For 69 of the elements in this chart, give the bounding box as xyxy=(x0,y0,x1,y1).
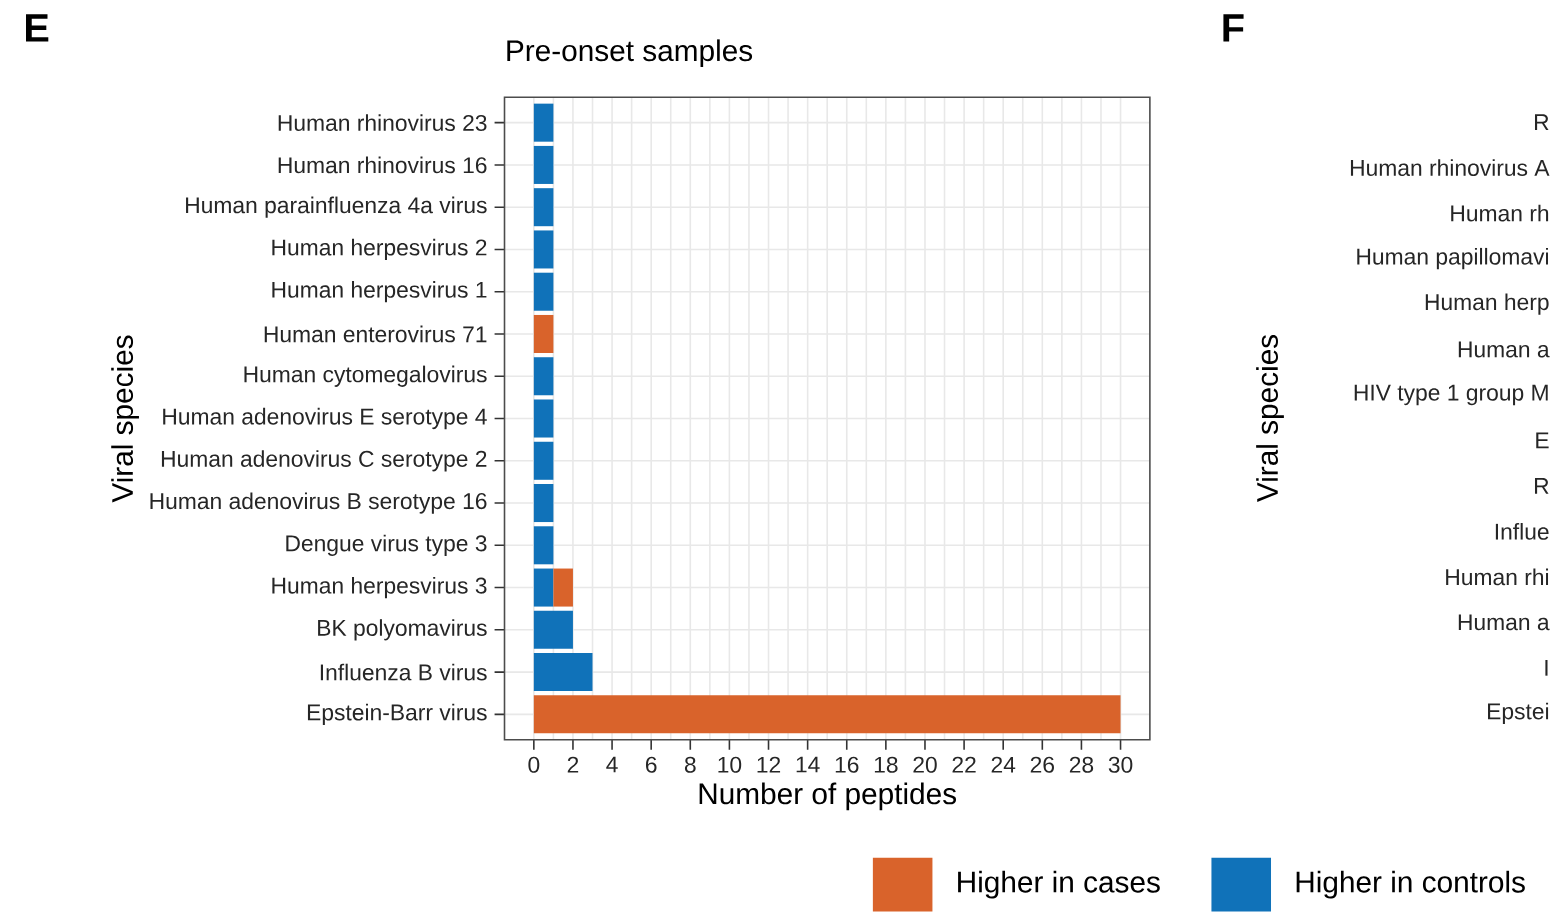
y-tick-label: Human rhinovirus 16 xyxy=(278,156,487,174)
x-tick-label: 26 xyxy=(1030,756,1054,773)
y-tick-label: Human enterovirus 71 xyxy=(264,325,487,343)
chart-title: Pre-onset samples xyxy=(507,39,753,67)
bar xyxy=(533,187,554,226)
x-tick-label: 14 xyxy=(796,756,820,773)
category-label: Human a xyxy=(1458,341,1550,358)
bar xyxy=(533,610,573,649)
x-tick-label: 20 xyxy=(913,756,937,773)
x-tick-label: 18 xyxy=(874,756,898,773)
y-tick-label: Influenza B virus xyxy=(320,663,487,681)
text: E xyxy=(26,14,49,42)
x-tick-label: 6 xyxy=(645,756,657,773)
y-tick-label: Dengue virus type 3 xyxy=(286,534,487,556)
bar xyxy=(533,399,554,438)
bar xyxy=(533,526,554,565)
bar xyxy=(533,483,554,522)
legend-label: Higher in controls xyxy=(1296,870,1525,899)
y-tick-label: BK polyomavirus xyxy=(318,618,487,641)
y-tick-label: Human adenovirus B serotype 16 xyxy=(150,492,487,514)
bar xyxy=(533,652,593,691)
x-tick-label: 10 xyxy=(718,756,742,773)
x-tick-label: 22 xyxy=(952,756,976,773)
text: Viral species xyxy=(1256,334,1284,502)
bar xyxy=(533,441,554,480)
y-tick-label: Human adenovirus C serotype 2 xyxy=(161,449,487,472)
y-tick-label: Human herpesvirus 1 xyxy=(272,280,487,303)
category-label: E xyxy=(1536,432,1549,449)
category-label: I xyxy=(1545,659,1548,676)
bar xyxy=(533,314,554,353)
bar xyxy=(533,357,554,396)
category-label: HIV type 1 group M xyxy=(1354,384,1548,405)
y-tick-label: Human cytomegalovirus xyxy=(244,365,487,387)
x-tick-label: 12 xyxy=(757,756,781,773)
text: F xyxy=(1223,14,1244,42)
legend-label: Higher in cases xyxy=(958,870,1160,899)
bar xyxy=(533,568,554,607)
x-tick-label: 2 xyxy=(567,756,579,773)
category-label: Human rhi xyxy=(1446,568,1549,586)
x-tick-label: 30 xyxy=(1108,756,1133,773)
category-label: R xyxy=(1534,477,1549,494)
y-tick-label: Human herpesvirus 3 xyxy=(272,576,487,598)
x-axis-title: Number of peptides xyxy=(699,782,957,811)
category-label: R xyxy=(1534,114,1549,130)
category-label: Human rh xyxy=(1451,204,1549,222)
x-tick-label: 24 xyxy=(991,756,1016,773)
y-tick-label: Human adenovirus E serotype 4 xyxy=(163,407,487,429)
category-label: Human a xyxy=(1458,614,1550,631)
x-tick-label: 0 xyxy=(528,756,540,773)
category-label: Human papillomavi xyxy=(1357,247,1548,269)
category-label: Human herp xyxy=(1425,293,1549,315)
category-label: Influe xyxy=(1495,522,1549,540)
y-axis-title: Viral species xyxy=(111,335,139,503)
x-tick-label: 28 xyxy=(1069,756,1094,773)
bar xyxy=(533,230,554,269)
x-tick-label: 4 xyxy=(606,756,618,773)
y-tick-label: Human herpesvirus 2 xyxy=(272,238,487,260)
x-tick-label: 8 xyxy=(684,756,696,773)
bar xyxy=(533,272,554,311)
bar xyxy=(533,145,554,184)
bar xyxy=(533,695,1121,734)
y-tick-label: Human rhinovirus 23 xyxy=(278,114,487,131)
category-label: Human rhinovirus A xyxy=(1350,159,1550,176)
y-tick-label: Epstein-Barr virus xyxy=(307,703,487,725)
y-tick-label: Human parainfluenza 4a virus xyxy=(186,196,487,218)
bar xyxy=(533,103,554,142)
x-tick-label: 16 xyxy=(835,756,859,773)
bar xyxy=(553,568,573,607)
category-label: Epstei xyxy=(1488,702,1549,724)
